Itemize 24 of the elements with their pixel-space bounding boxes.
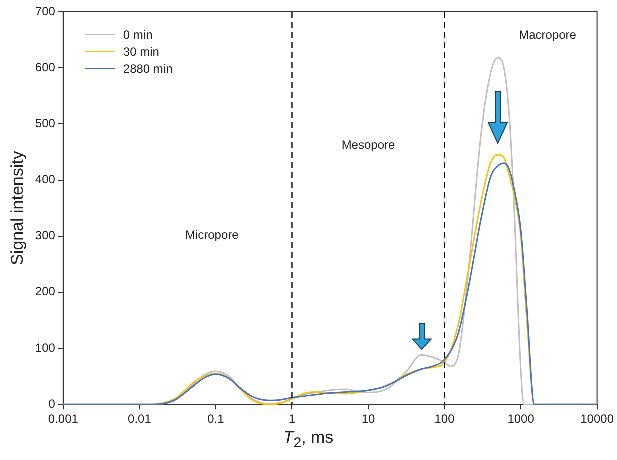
y-tick-label: 400: [35, 172, 56, 187]
y-tick-label: 300: [35, 228, 56, 243]
y-tick-label: 500: [35, 116, 56, 130]
y-tick-label: 700: [35, 4, 56, 18]
x-tick-label: 100: [434, 412, 456, 426]
x-tick-label: 0.01: [128, 412, 152, 426]
y-tick-label: 600: [35, 60, 56, 74]
x-axis-title: T$_{2}$, ms: [282, 428, 335, 452]
legend-label: 2880 min: [122, 60, 173, 77]
y-tick-label: 200: [35, 284, 56, 299]
x-tick-label: 10000: [580, 412, 614, 426]
y-tick-label: 100: [35, 340, 56, 355]
x-tick-label: 1000: [508, 412, 535, 426]
annotation: Micropore: [185, 228, 240, 242]
annotation: Mesopore: [342, 138, 396, 152]
legend-label: 0 min: [122, 26, 154, 43]
x-tick-label: 0.1: [208, 412, 225, 426]
annotation: Macropore: [519, 28, 577, 42]
x-tick-label: 1: [288, 412, 296, 426]
y-tick-label: 0: [48, 396, 56, 411]
x-tick-label: 10: [362, 412, 376, 426]
legend-label: 30 min: [122, 44, 160, 60]
x-tick-label: 0.001: [48, 412, 79, 426]
y-axis-title: Signal intensity: [8, 150, 27, 266]
